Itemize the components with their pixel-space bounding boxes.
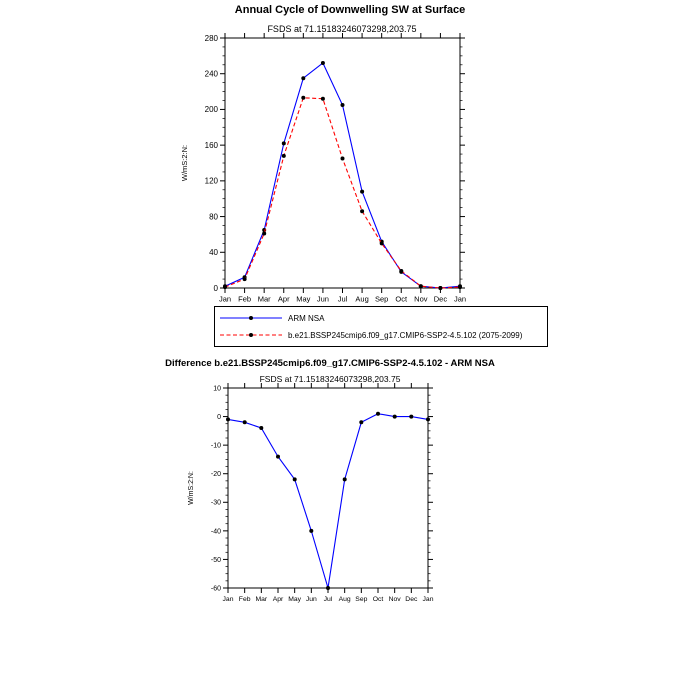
svg-text:May: May <box>288 596 301 603</box>
svg-text:W/mS:2:N:: W/mS:2:N: <box>188 471 195 505</box>
legend-line-sample-model-run <box>220 333 282 337</box>
svg-text:-20: -20 <box>211 471 221 478</box>
svg-text:0: 0 <box>214 284 219 293</box>
svg-text:Jan: Jan <box>223 596 234 603</box>
svg-text:80: 80 <box>209 212 218 221</box>
legend-item-arm-nsa: ARM NSA <box>219 310 543 327</box>
svg-text:Mar: Mar <box>255 596 267 603</box>
svg-text:160: 160 <box>205 141 219 150</box>
svg-text:Jul: Jul <box>338 295 348 304</box>
svg-text:Oct: Oct <box>395 295 408 304</box>
svg-text:Jun: Jun <box>317 295 329 304</box>
top-chart-title: Annual Cycle of Downwelling SW at Surfac… <box>234 4 466 16</box>
svg-text:Aug: Aug <box>339 596 351 603</box>
svg-text:Jan: Jan <box>423 596 434 603</box>
svg-text:Apr: Apr <box>278 295 290 304</box>
svg-text:-40: -40 <box>211 528 221 535</box>
svg-text:0: 0 <box>217 414 221 421</box>
difference-chart-plot: -60 -50 -40 -30 -20 -10 0 10 Jan Feb Mar Apr May Jun J… <box>188 383 434 603</box>
svg-text:Jul: Jul <box>324 596 333 603</box>
svg-text:Apr: Apr <box>273 596 284 603</box>
svg-text:Nov: Nov <box>414 295 428 304</box>
svg-text:Sep: Sep <box>355 596 367 603</box>
svg-text:240: 240 <box>205 70 219 79</box>
svg-text:-50: -50 <box>211 557 221 564</box>
svg-text:Oct: Oct <box>373 596 384 603</box>
svg-text:Mar: Mar <box>258 295 271 304</box>
svg-text:Jan: Jan <box>454 295 466 304</box>
svg-text:May: May <box>296 295 310 304</box>
chart-legend: ARM NSA b.e21.BSSP245cmip6.f09_g17.CMIP6… <box>214 306 548 347</box>
legend-label-arm-nsa: ARM NSA <box>288 313 325 323</box>
svg-text:Nov: Nov <box>389 596 402 603</box>
svg-text:-30: -30 <box>211 500 221 507</box>
legend-item-model-run: b.e21.BSSP245cmip6.f09_g17.CMIP6-SSP2-4.… <box>219 327 543 344</box>
svg-text:280: 280 <box>205 34 219 43</box>
legend-line-sample-arm-nsa <box>220 316 282 320</box>
svg-text:10: 10 <box>213 385 221 392</box>
svg-text:Jun: Jun <box>306 596 317 603</box>
svg-text:W/mS:2:N:: W/mS:2:N: <box>180 145 189 181</box>
top-chart-plot: 0 40 80 120 160 200 240 280 Jan Feb Mar Apr May Jun Ju… <box>180 33 466 304</box>
top-chart-subtitle: FSDS at 71.15183246073298,203.75 <box>267 24 417 34</box>
difference-chart-subtitle: FSDS at 71.15183246073298,203.75 <box>259 374 401 384</box>
svg-text:Jan: Jan <box>219 295 231 304</box>
svg-text:Dec: Dec <box>434 295 448 304</box>
svg-text:-60: -60 <box>211 585 221 592</box>
difference-chart-title: Difference b.e21.BSSP245cmip6.f09_g17.CM… <box>165 358 495 369</box>
svg-text:Sep: Sep <box>375 295 388 304</box>
svg-text:200: 200 <box>205 105 219 114</box>
svg-text:Feb: Feb <box>239 596 251 603</box>
svg-text:-10: -10 <box>211 443 221 450</box>
svg-text:Feb: Feb <box>238 295 251 304</box>
svg-text:Aug: Aug <box>355 295 368 304</box>
legend-label-model-run: b.e21.BSSP245cmip6.f09_g17.CMIP6-SSP2-4.… <box>288 330 523 340</box>
svg-text:120: 120 <box>205 177 219 186</box>
svg-text:40: 40 <box>209 248 218 257</box>
svg-text:Dec: Dec <box>405 596 418 603</box>
